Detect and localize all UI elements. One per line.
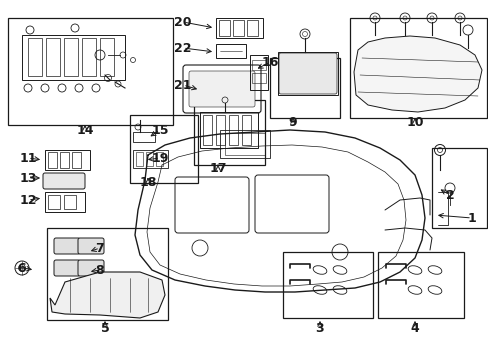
Bar — [219, 20, 229, 36]
Bar — [224, 133, 264, 155]
Bar — [278, 52, 337, 95]
Bar — [146, 152, 153, 166]
Bar — [203, 115, 212, 145]
Bar — [220, 130, 269, 158]
Text: 18: 18 — [139, 176, 156, 189]
Bar — [251, 73, 265, 83]
Bar — [133, 132, 155, 142]
Bar — [232, 20, 244, 36]
Text: 16: 16 — [261, 55, 278, 68]
Bar — [130, 115, 198, 183]
Bar — [156, 152, 163, 166]
Bar — [216, 44, 245, 58]
Text: 2: 2 — [445, 189, 453, 202]
Bar — [46, 38, 60, 76]
Text: 7: 7 — [96, 242, 104, 255]
Text: 20: 20 — [174, 15, 191, 28]
Bar — [377, 252, 463, 318]
Bar — [22, 35, 125, 80]
FancyBboxPatch shape — [279, 53, 336, 94]
Bar — [133, 150, 168, 168]
Bar — [194, 100, 264, 165]
Bar — [136, 152, 142, 166]
Bar — [72, 152, 81, 168]
Bar — [60, 152, 69, 168]
Bar — [48, 195, 60, 209]
Bar — [82, 38, 96, 76]
Bar — [200, 112, 258, 148]
Text: 22: 22 — [174, 41, 191, 54]
FancyBboxPatch shape — [54, 260, 80, 276]
Text: 12: 12 — [19, 194, 37, 207]
FancyBboxPatch shape — [54, 238, 80, 254]
Text: 6: 6 — [18, 261, 26, 274]
Text: 13: 13 — [19, 171, 37, 185]
Bar — [249, 55, 267, 90]
Text: 8: 8 — [96, 264, 104, 276]
FancyBboxPatch shape — [189, 71, 254, 107]
FancyBboxPatch shape — [78, 260, 104, 276]
Text: 1: 1 — [467, 212, 475, 225]
Text: 14: 14 — [76, 123, 94, 136]
Bar — [349, 18, 486, 118]
Text: 5: 5 — [101, 321, 109, 334]
Bar — [48, 152, 57, 168]
Bar — [228, 115, 238, 145]
Bar — [242, 115, 250, 145]
Bar — [431, 148, 486, 228]
Bar — [8, 18, 173, 125]
Text: 3: 3 — [315, 321, 324, 334]
FancyBboxPatch shape — [78, 238, 104, 254]
Bar — [283, 252, 372, 318]
Polygon shape — [353, 36, 481, 112]
Polygon shape — [50, 272, 164, 318]
Text: 19: 19 — [151, 152, 168, 165]
Bar — [28, 38, 42, 76]
Bar — [216, 115, 224, 145]
Text: 15: 15 — [151, 123, 168, 136]
Bar — [269, 58, 339, 118]
Bar — [216, 18, 263, 38]
Text: 4: 4 — [410, 321, 419, 334]
Bar — [45, 150, 90, 170]
Bar — [47, 228, 168, 320]
Text: 11: 11 — [19, 152, 37, 165]
Text: 21: 21 — [174, 78, 191, 91]
Text: 10: 10 — [406, 116, 423, 129]
Bar — [100, 38, 114, 76]
Bar — [64, 38, 78, 76]
Bar — [246, 20, 258, 36]
Bar — [251, 60, 265, 70]
FancyBboxPatch shape — [43, 173, 85, 189]
Bar — [45, 192, 85, 212]
Text: 17: 17 — [209, 162, 226, 175]
Text: 9: 9 — [288, 116, 297, 129]
Bar — [64, 195, 76, 209]
